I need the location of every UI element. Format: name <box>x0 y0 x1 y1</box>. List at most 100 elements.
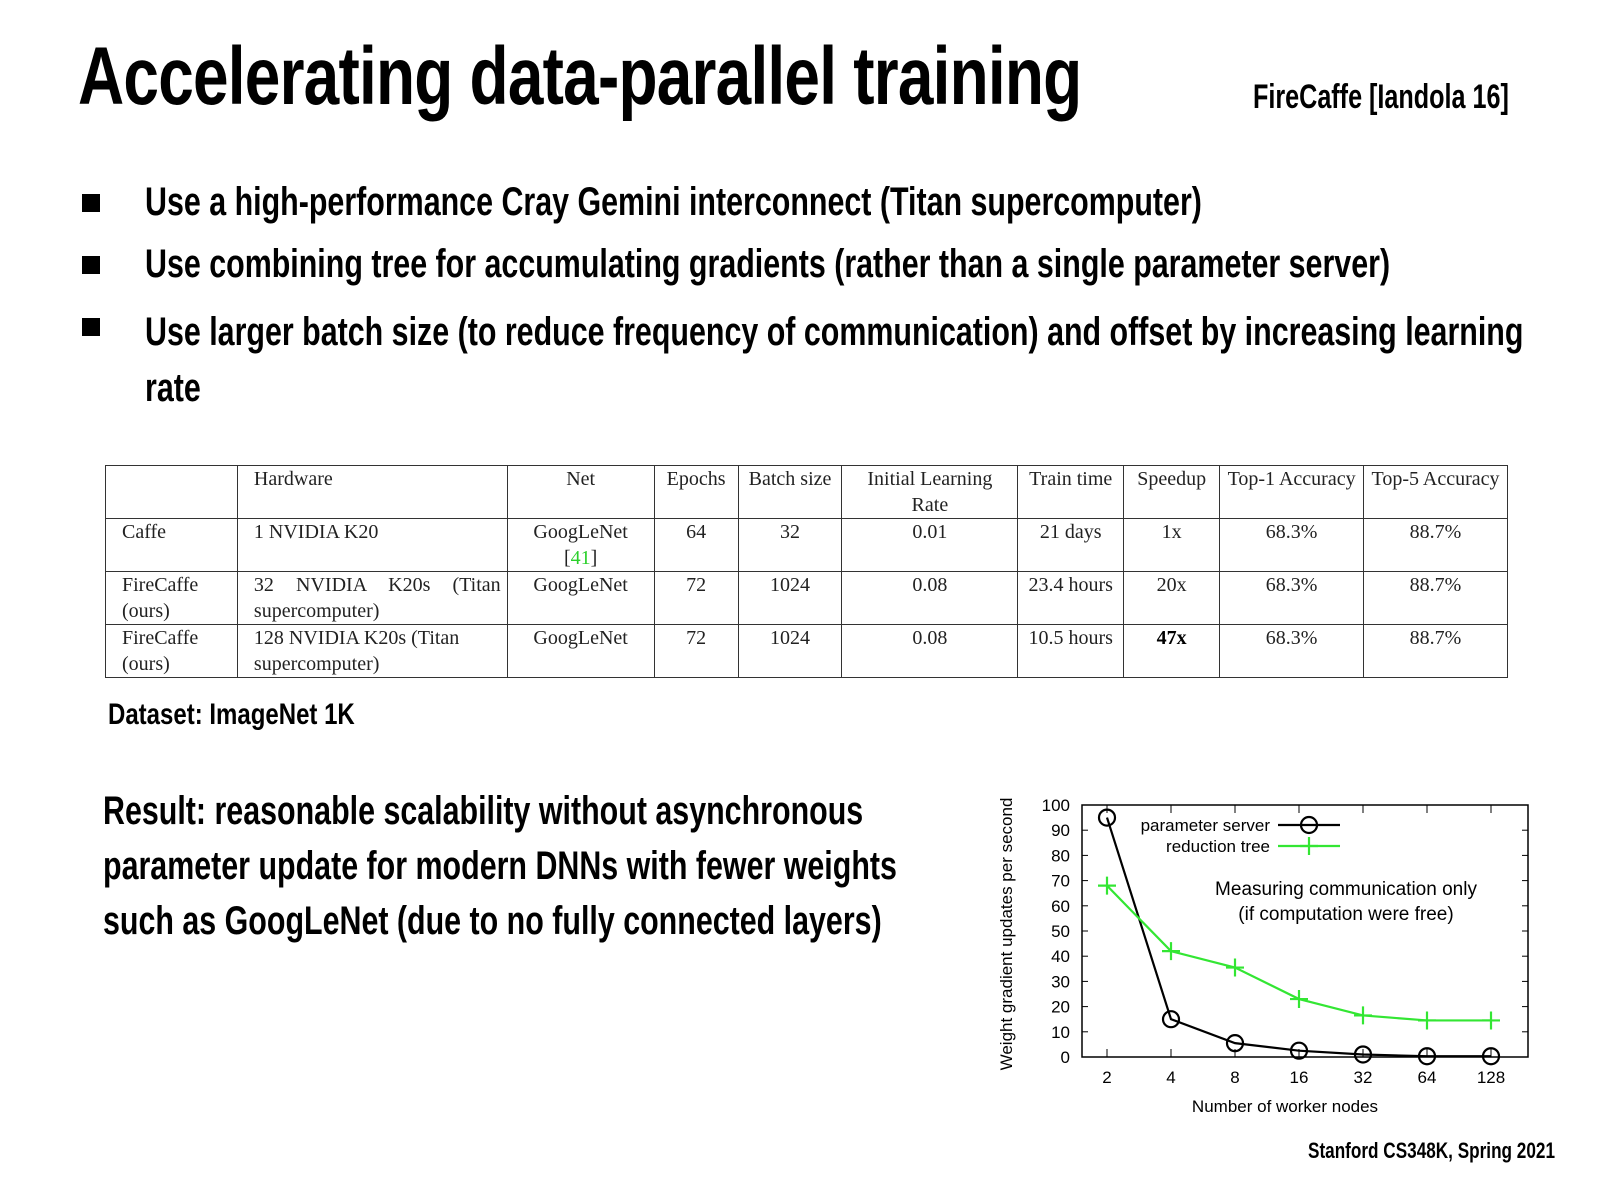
hardware-cell: 32 NVIDIA K20s (Titan supercomputer) <box>236 571 508 625</box>
data-point <box>1226 958 1244 977</box>
bullet-1: Use a high-performance Cray Gemini inter… <box>145 180 1202 224</box>
y-tick-label: 0 <box>1061 1048 1070 1067</box>
results-table: Hardware Net Epochs Batch size Initial L… <box>105 465 1508 678</box>
lr-cell: 0.08 <box>841 571 1019 625</box>
y-tick-label: 90 <box>1051 821 1070 840</box>
net-cell: GoogLeNet <box>506 624 655 678</box>
data-point <box>1353 1045 1373 1064</box>
bullet-marker <box>82 318 100 336</box>
net-cell: GoogLeNet <box>506 571 655 625</box>
data-point <box>1354 1006 1372 1025</box>
top5-cell: 88.7% <box>1363 571 1508 625</box>
data-point <box>1098 876 1116 895</box>
header-cell: Epochs <box>653 465 739 519</box>
y-tick-label: 10 <box>1051 1023 1070 1042</box>
dataset-label: Dataset: ImageNet 1K <box>108 698 355 731</box>
header-cell: Batch size <box>737 465 843 519</box>
y-axis-label: Weight gradient updates per second <box>997 798 1016 1071</box>
lr-cell: 0.08 <box>841 624 1019 678</box>
data-point <box>1417 1047 1437 1066</box>
epochs-cell: 64 <box>653 518 739 572</box>
net-name: GoogLeNet <box>533 521 628 543</box>
batch-cell: 1024 <box>737 571 843 625</box>
y-tick-label: 40 <box>1051 947 1070 966</box>
bullet-marker <box>82 256 100 274</box>
x-tick-label: 32 <box>1354 1068 1373 1087</box>
system-cell: Caffe <box>105 518 238 572</box>
plot-frame <box>1081 804 1529 1058</box>
hardware-cell: 128 NVIDIA K20s (Titan supercomputer) <box>236 624 508 678</box>
header-cell: Initial Learning Rate <box>841 465 1019 519</box>
legend-marker <box>1300 837 1318 855</box>
legend-marker <box>1299 815 1319 835</box>
speedup-cell: 1x <box>1123 518 1221 572</box>
bullet-2: Use combining tree for accumulating grad… <box>145 242 1391 286</box>
y-tick-label: 60 <box>1051 897 1070 916</box>
result-text: Result: reasonable scalability without a… <box>103 789 897 943</box>
time-cell: 23.4 hours <box>1017 571 1125 625</box>
speedup-cell: 47x <box>1123 624 1221 678</box>
lr-cell: 0.01 <box>841 518 1019 572</box>
batch-cell: 1024 <box>737 624 843 678</box>
chart-annotation: Measuring communication only <box>1215 879 1477 900</box>
speedup-cell: 20x <box>1123 571 1221 625</box>
header-cell: Speedup <box>1123 465 1221 519</box>
footer-credit: Stanford CS348K, Spring 2021 <box>1308 1138 1555 1163</box>
y-tick-label: 30 <box>1051 972 1070 991</box>
legend-label: parameter server <box>1141 816 1271 835</box>
hardware-cell: 1 NVIDIA K20 <box>236 518 508 572</box>
header-cell: Top-5 Accuracy <box>1363 465 1508 519</box>
data-point <box>1481 1047 1501 1066</box>
data-point <box>1418 1011 1436 1030</box>
top5-cell: 88.7% <box>1363 624 1508 678</box>
epochs-cell: 72 <box>653 624 739 678</box>
header-cell: Train time <box>1017 465 1125 519</box>
table-row: FireCaffe (ours) 32 NVIDIA K20s (Titan s… <box>105 571 1508 625</box>
y-tick-label: 100 <box>1042 796 1070 815</box>
x-axis-label: Number of worker nodes <box>1192 1097 1378 1116</box>
data-point <box>1097 808 1117 827</box>
time-cell: 10.5 hours <box>1017 624 1125 678</box>
x-tick-label: 4 <box>1166 1068 1175 1087</box>
top1-cell: 68.3% <box>1219 571 1365 625</box>
x-tick-label: 128 <box>1477 1068 1505 1087</box>
top1-cell: 68.3% <box>1219 624 1365 678</box>
x-tick-label: 8 <box>1230 1068 1239 1087</box>
data-point <box>1162 942 1180 961</box>
batch-cell: 32 <box>737 518 843 572</box>
x-tick-label: 2 <box>1102 1068 1111 1087</box>
header-cell: Hardware <box>236 465 508 519</box>
bullet-marker <box>82 194 100 212</box>
data-point <box>1161 1010 1181 1029</box>
data-point <box>1290 990 1308 1009</box>
net-cell: GoogLeNet [41] <box>506 518 655 572</box>
data-point <box>1289 1041 1309 1060</box>
slide-title: Accelerating data-parallel training <box>78 31 1082 122</box>
bullet-3: Use larger batch size (to reduce frequen… <box>145 310 1524 410</box>
y-tick-label: 80 <box>1051 846 1070 865</box>
table-row: FireCaffe (ours) 128 NVIDIA K20s (Titan … <box>105 624 1508 678</box>
series-line-parameter-server <box>1105 817 1491 1058</box>
header-cell: Top-1 Accuracy <box>1219 465 1365 519</box>
y-tick-label: 50 <box>1051 922 1070 941</box>
reference-link[interactable]: 41 <box>570 547 591 569</box>
table-row: Caffe 1 NVIDIA K20 GoogLeNet [41] 64 32 0… <box>105 518 1508 572</box>
scalability-chart: 0 10 20 30 40 50 60 70 80 90 100 2 4 8 16 32 64 128 Number… <box>997 796 1529 1116</box>
x-tick-label: 16 <box>1290 1068 1309 1087</box>
data-point <box>1482 1011 1500 1030</box>
data-point <box>1225 1034 1245 1053</box>
system-cell: FireCaffe (ours) <box>105 624 238 678</box>
chart-annotation: (if computation were free) <box>1238 904 1453 925</box>
x-tick-label: 64 <box>1418 1068 1437 1087</box>
top1-cell: 68.3% <box>1219 518 1365 572</box>
header-cell: Net <box>506 465 655 519</box>
y-tick-label: 70 <box>1051 872 1070 891</box>
top5-cell: 88.7% <box>1363 518 1508 572</box>
system-cell: FireCaffe (ours) <box>105 571 238 625</box>
y-tick-label: 20 <box>1051 998 1070 1017</box>
legend-label: reduction tree <box>1166 837 1270 856</box>
citation: FireCaffe [Iandola 16] <box>1253 78 1509 116</box>
header-cell <box>105 465 238 519</box>
epochs-cell: 72 <box>653 571 739 625</box>
table-header-row: Hardware Net Epochs Batch size Initial L… <box>105 465 1508 519</box>
